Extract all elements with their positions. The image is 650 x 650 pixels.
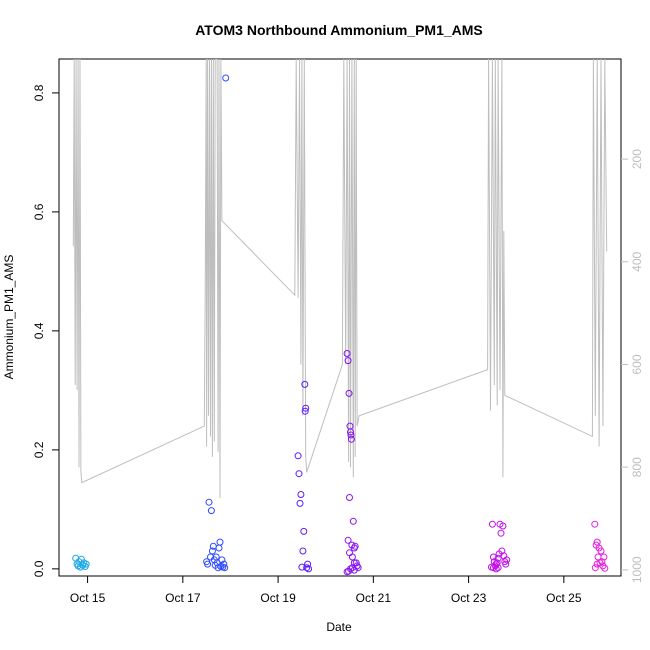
data-point (354, 564, 362, 572)
x-tick-label: Oct 17 (165, 591, 201, 605)
data-point (494, 564, 502, 572)
data-point (300, 527, 308, 535)
data-point (498, 547, 506, 555)
y2-tick-label: 600 (630, 354, 644, 374)
data-point (348, 553, 356, 561)
y-tick-label: 0.2 (32, 441, 46, 458)
x-tick-label: Oct 25 (546, 591, 582, 605)
data-point (208, 547, 216, 555)
data-point (305, 565, 313, 573)
data-point (207, 507, 215, 515)
data-point-layer (72, 74, 609, 576)
y-axis-label: Ammonium_PM1_AMS (2, 255, 16, 380)
data-point (344, 357, 352, 365)
data-point (346, 549, 353, 557)
data-point (301, 380, 309, 388)
data-point (222, 74, 230, 82)
data-point (346, 494, 353, 501)
data-point (215, 544, 223, 552)
data-point (600, 553, 608, 561)
y-tick-label: 0.6 (32, 203, 46, 220)
x-axis-label: Date (326, 620, 352, 634)
chart-title: ATOM3 Northbound Ammonium_PM1_AMS (195, 22, 483, 38)
data-point (499, 522, 507, 530)
altitude-line (72, 59, 608, 499)
data-point (345, 389, 353, 397)
data-point (72, 554, 80, 562)
data-point (347, 431, 355, 439)
data-point (597, 547, 605, 555)
plot-area-frame (58, 58, 622, 577)
data-point (489, 553, 497, 561)
data-point (344, 536, 352, 544)
y2-tick-label: 400 (630, 251, 644, 271)
y2-axis: 200 400 600 800 1000 (621, 149, 644, 583)
data-point (302, 404, 310, 412)
data-point (343, 350, 351, 357)
y-axis: 0.0 0.2 0.4 0.6 0.8 (32, 84, 59, 577)
data-point (502, 560, 510, 568)
data-point (294, 452, 302, 460)
data-point (299, 547, 307, 555)
data-point (82, 560, 90, 568)
y2-tick-label: 1000 (630, 556, 644, 583)
y2-tick-label: 800 (630, 457, 644, 477)
data-point (492, 560, 500, 568)
data-point (593, 560, 601, 568)
data-point (497, 529, 505, 537)
x-tick-label: Oct 19 (260, 591, 296, 605)
data-point (601, 564, 609, 572)
data-point (297, 491, 305, 498)
y-tick-label: 0.4 (32, 322, 46, 339)
data-point (591, 520, 599, 528)
data-point (205, 498, 213, 506)
data-point (347, 435, 355, 443)
data-point (216, 538, 224, 546)
y2-tick-label: 200 (630, 149, 644, 169)
y-tick-label: 0.0 (32, 560, 46, 577)
data-point (220, 560, 228, 568)
y-tick-label: 0.8 (32, 84, 46, 101)
data-point (352, 559, 360, 567)
x-tick-label: Oct 21 (356, 591, 392, 605)
data-point (295, 470, 303, 478)
x-axis: Oct 15 Oct 17 Oct 19 Oct 21 Oct 23 Oct 25 (70, 576, 582, 605)
data-point (221, 564, 229, 572)
data-point (298, 563, 306, 571)
x-tick-label: Oct 15 (70, 591, 106, 605)
altitude-line-layer (72, 59, 608, 499)
data-point (349, 517, 357, 525)
data-point (503, 556, 511, 564)
data-point (347, 428, 354, 436)
data-point (218, 556, 226, 564)
data-point (296, 499, 304, 507)
data-point (591, 564, 599, 572)
x-tick-label: Oct 23 (451, 591, 487, 605)
data-point (204, 560, 212, 568)
data-point (351, 542, 359, 550)
data-point (304, 560, 312, 568)
data-point (493, 559, 501, 567)
data-point (347, 565, 354, 573)
data-point (303, 564, 311, 572)
data-point (301, 407, 309, 415)
data-point (488, 520, 496, 528)
